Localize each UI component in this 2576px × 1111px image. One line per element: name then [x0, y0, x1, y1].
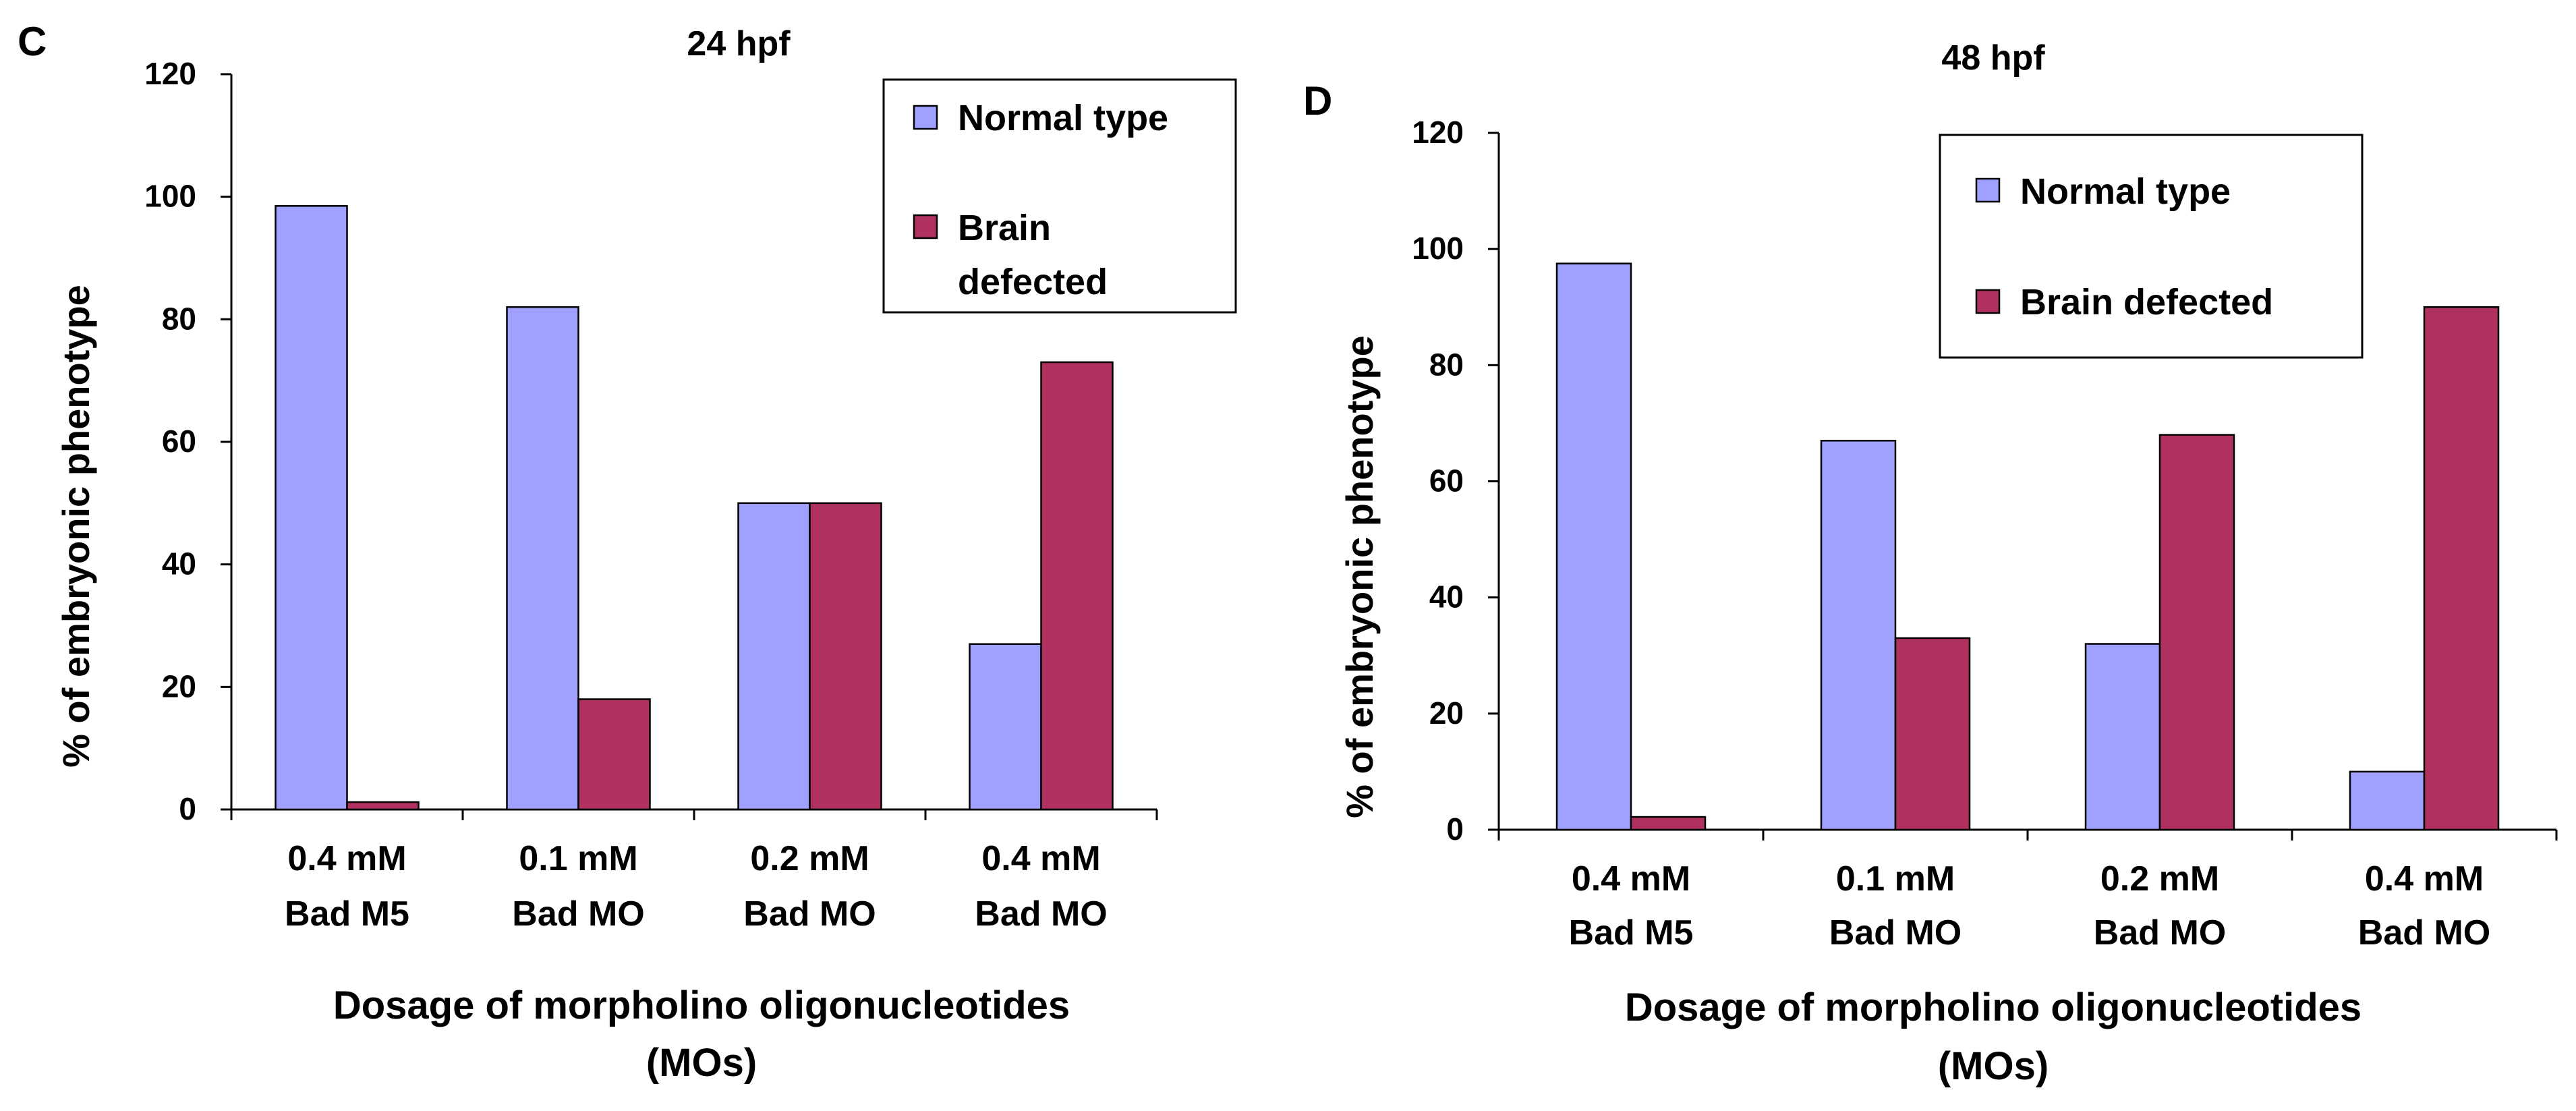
bar-brain-defected — [809, 502, 882, 811]
bar-brain-defected — [346, 801, 420, 811]
bars — [275, 205, 1114, 811]
x-category-label-line2: Bad MO — [743, 894, 876, 934]
x-categories: 0.4 mM Bad M5 0.1 mM Bad MO 0.2 mM Bad MO 0.4 … — [1569, 859, 2491, 952]
x-category-label-line1: 0.4 mM — [287, 839, 406, 878]
legend-frame — [1939, 134, 2364, 359]
x-category-label-line1: 0.2 mM — [750, 839, 869, 878]
x-category-label-line1: 0.1 mM — [519, 839, 637, 878]
legend: Normal type Brain defected — [1939, 134, 2364, 359]
bar-brain-defected — [577, 698, 651, 811]
x-category-label-line2: Bad MO — [1829, 913, 1962, 952]
y-ticks: 0 20 40 60 80 100 120 — [1412, 115, 1499, 847]
y-tick-label: 0 — [179, 791, 196, 826]
legend: Normal type Brain defected — [882, 78, 1237, 314]
y-axis-label: % of embryonic phenotype — [55, 285, 97, 768]
y-tick-label: 0 — [1446, 811, 1464, 847]
panel-letter: D — [1303, 78, 1332, 123]
bar-normal-type — [506, 306, 579, 811]
panel-c-chart: C 24 hpf % of embryonic phenotype 0 20 40 6… — [18, 19, 1237, 1085]
x-category-label-line2: Bad MO — [2358, 913, 2490, 952]
chart-title: 48 hpf — [1941, 38, 2045, 78]
legend-label-brain-defected-line2: defected — [958, 262, 1108, 302]
x-axis-label-line1: Dosage of morpholino oligonucleotides — [333, 984, 1070, 1027]
x-category-label-line1: 0.1 mM — [1836, 859, 1955, 899]
bar-normal-type — [2084, 643, 2161, 831]
x-axis-label-line2: (MOs) — [1938, 1044, 2049, 1088]
bar-brain-defected — [1894, 637, 1971, 831]
y-ticks: 0 20 40 60 80 100 120 — [144, 56, 231, 826]
y-tick-label: 60 — [1429, 463, 1464, 498]
x-category-label-line2: Bad MO — [2094, 913, 2226, 952]
x-category-label-line2: Bad MO — [512, 894, 644, 934]
legend-swatch-brain-defected — [913, 214, 938, 239]
panel-letter: C — [18, 19, 47, 64]
legend-swatch-normal-type — [1975, 177, 2001, 203]
y-tick-label: 80 — [1429, 347, 1464, 382]
bars — [1555, 262, 2500, 831]
y-tick-label: 20 — [1429, 695, 1464, 731]
bar-brain-defected — [1040, 361, 1114, 811]
panel-d-chart: D 48 hpf % of embryonic phenotype 0 20 40 6… — [1303, 38, 2558, 1088]
y-tick-label: 120 — [144, 56, 196, 91]
x-category-label-line1: 0.4 mM — [981, 839, 1100, 878]
y-tick-label: 120 — [1412, 115, 1464, 150]
y-tick-label: 20 — [162, 668, 196, 704]
bar-normal-type — [737, 502, 811, 811]
chart-title: 24 hpf — [687, 24, 791, 63]
x-axis-label-line2: (MOs) — [646, 1041, 757, 1085]
bar-brain-defected — [2158, 434, 2235, 831]
bar-normal-type — [2349, 770, 2426, 831]
x-category-label-line2: Bad MO — [975, 894, 1107, 934]
y-tick-label: 100 — [144, 179, 196, 214]
y-tick-label: 80 — [162, 301, 196, 336]
x-category-label-line2: Bad M5 — [1569, 913, 1694, 952]
bar-normal-type — [969, 643, 1042, 811]
legend-label-brain-defected-line1: Brain — [958, 208, 1051, 248]
bar-normal-type — [1555, 262, 1632, 831]
legend-swatch-brain-defected — [1975, 289, 2001, 314]
legend-frame — [882, 78, 1237, 314]
bar-normal-type — [275, 205, 348, 811]
legend-label-brain-defected: Brain defected — [2020, 282, 2273, 322]
x-category-label-line1: 0.2 mM — [2100, 859, 2219, 899]
x-category-label-line2: Bad M5 — [285, 894, 409, 934]
x-category-label-line1: 0.4 mM — [2365, 859, 2484, 899]
bar-brain-defected — [1630, 816, 1707, 831]
legend-label-normal-type: Normal type — [958, 98, 1168, 138]
y-tick-label: 40 — [162, 546, 196, 581]
y-tick-label: 60 — [162, 424, 196, 459]
x-category-label-line1: 0.4 mM — [1572, 859, 1690, 899]
bar-normal-type — [1820, 439, 1897, 831]
y-axis-label: % of embryonic phenotype — [1338, 335, 1381, 818]
x-categories: 0.4 mM Bad M5 0.1 mM Bad MO 0.2 mM Bad MO 0.4 … — [285, 839, 1108, 934]
bar-brain-defected — [2423, 306, 2500, 831]
legend-label-brain-defected: Brain defected — [958, 208, 1108, 302]
legend-label-normal-type: Normal type — [2020, 171, 2231, 212]
x-axis-label-line1: Dosage of morpholino oligonucleotides — [1625, 986, 2362, 1029]
y-tick-label: 40 — [1429, 579, 1464, 615]
y-tick-label: 100 — [1412, 231, 1464, 266]
legend-swatch-normal-type — [913, 105, 938, 130]
